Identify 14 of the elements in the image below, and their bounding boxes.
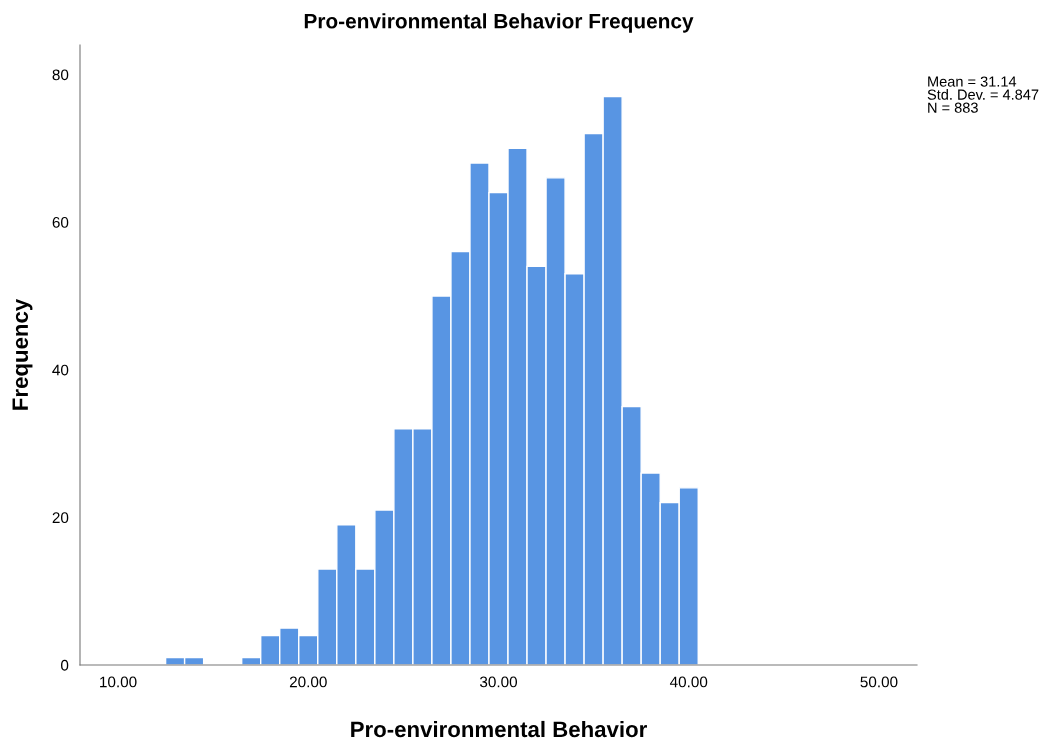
chart-title: Pro-environmental Behavior Frequency [304,13,694,33]
y-tick-label: 20 [52,512,69,524]
x-tick-label: 30.00 [479,676,518,688]
y-axis-title: Frequency [12,298,33,410]
y-tick-label: 40 [52,364,69,376]
x-axis-title: Pro-environmental Behavior [351,720,647,738]
x-tick-label: 20.00 [289,676,327,688]
y-tick-label: 80 [52,69,69,81]
x-tick-label: 10.00 [100,676,137,688]
text: Mean = 31.14 Std. Dev. = 4.847 N = 883 [927,76,1039,113]
x-tick-label: 40.00 [669,676,708,688]
y-tick-label: 60 [52,217,69,228]
x-tick-label: 50.00 [860,676,898,688]
y-tick-label: 0 [60,659,69,671]
